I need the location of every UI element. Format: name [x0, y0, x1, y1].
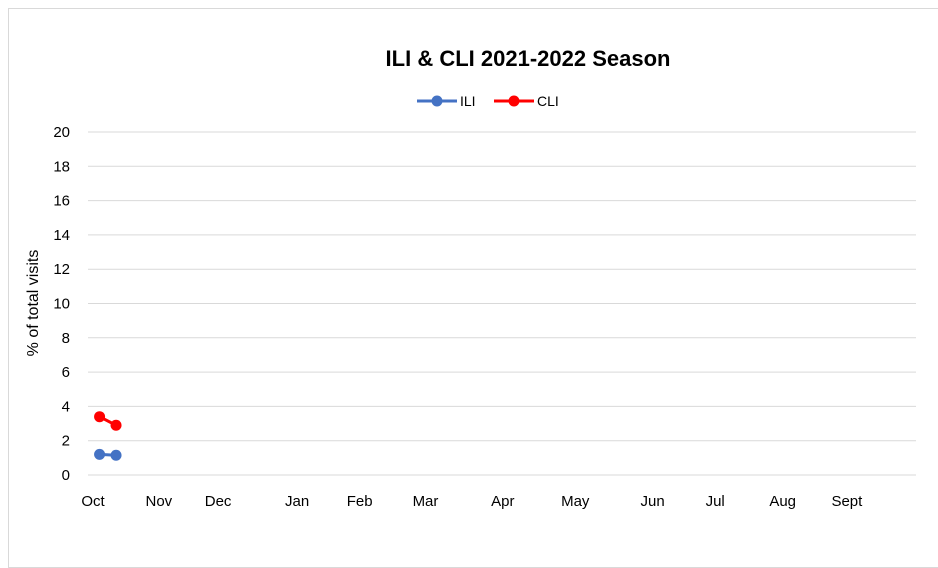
- y-tick-label: 8: [62, 330, 70, 347]
- chart-area: ILI & CLI 2021-2022 Season ILI CLI 0 2 4 6 8 1…: [8, 8, 938, 568]
- y-tick-label: 6: [62, 364, 70, 381]
- series-layer: [94, 411, 122, 461]
- legend: ILI CLI: [417, 93, 559, 109]
- data-point-ili: [94, 448, 106, 460]
- series-ili: [94, 448, 122, 461]
- x-tick-label: Feb: [347, 493, 373, 510]
- data-point-ili: [110, 449, 122, 461]
- data-point-cli: [110, 419, 122, 431]
- legend-item-cli: CLI: [494, 93, 559, 109]
- x-tick-label: Jan: [285, 493, 309, 510]
- y-tick-label: 0: [62, 467, 70, 484]
- y-axis-title: % of total visits: [25, 250, 42, 357]
- y-tick-label: 16: [53, 193, 70, 210]
- y-tick-label: 12: [53, 261, 70, 278]
- y-tick-label: 2: [62, 433, 70, 450]
- y-axis-ticks: 0 2 4 6 8 10 12 14 16 18 20: [53, 124, 70, 484]
- legend-label: CLI: [537, 93, 559, 109]
- x-tick-label: Jul: [706, 493, 725, 510]
- x-tick-label: Oct: [81, 493, 105, 510]
- y-tick-label: 18: [53, 158, 70, 175]
- x-tick-label: Aug: [769, 493, 796, 510]
- x-tick-label: May: [561, 493, 590, 510]
- series-cli: [94, 411, 122, 431]
- y-tick-label: 4: [62, 398, 70, 415]
- x-tick-label: Sept: [831, 493, 863, 510]
- y-tick-label: 20: [53, 124, 70, 141]
- legend-marker: [431, 95, 443, 107]
- x-tick-label: Apr: [491, 493, 514, 510]
- x-tick-label: Dec: [205, 493, 232, 510]
- legend-marker: [508, 95, 520, 107]
- x-tick-label: Nov: [145, 493, 172, 510]
- x-tick-label: Jun: [641, 493, 665, 510]
- chart-svg: ILI & CLI 2021-2022 Season ILI CLI 0 2 4 6 8 1…: [25, 46, 916, 510]
- data-point-cli: [94, 411, 106, 423]
- y-tick-label: 10: [53, 296, 70, 313]
- legend-item-ili: ILI: [417, 93, 476, 109]
- x-tick-label: Mar: [413, 493, 439, 510]
- chart-title: ILI & CLI 2021-2022 Season: [386, 46, 671, 71]
- gridlines: [88, 131, 916, 476]
- y-tick-label: 14: [53, 227, 70, 244]
- x-axis-ticks: Oct Nov Dec Jan Feb Mar Apr May Jun Jul Aug Sept: [81, 493, 863, 510]
- legend-label: ILI: [460, 93, 476, 109]
